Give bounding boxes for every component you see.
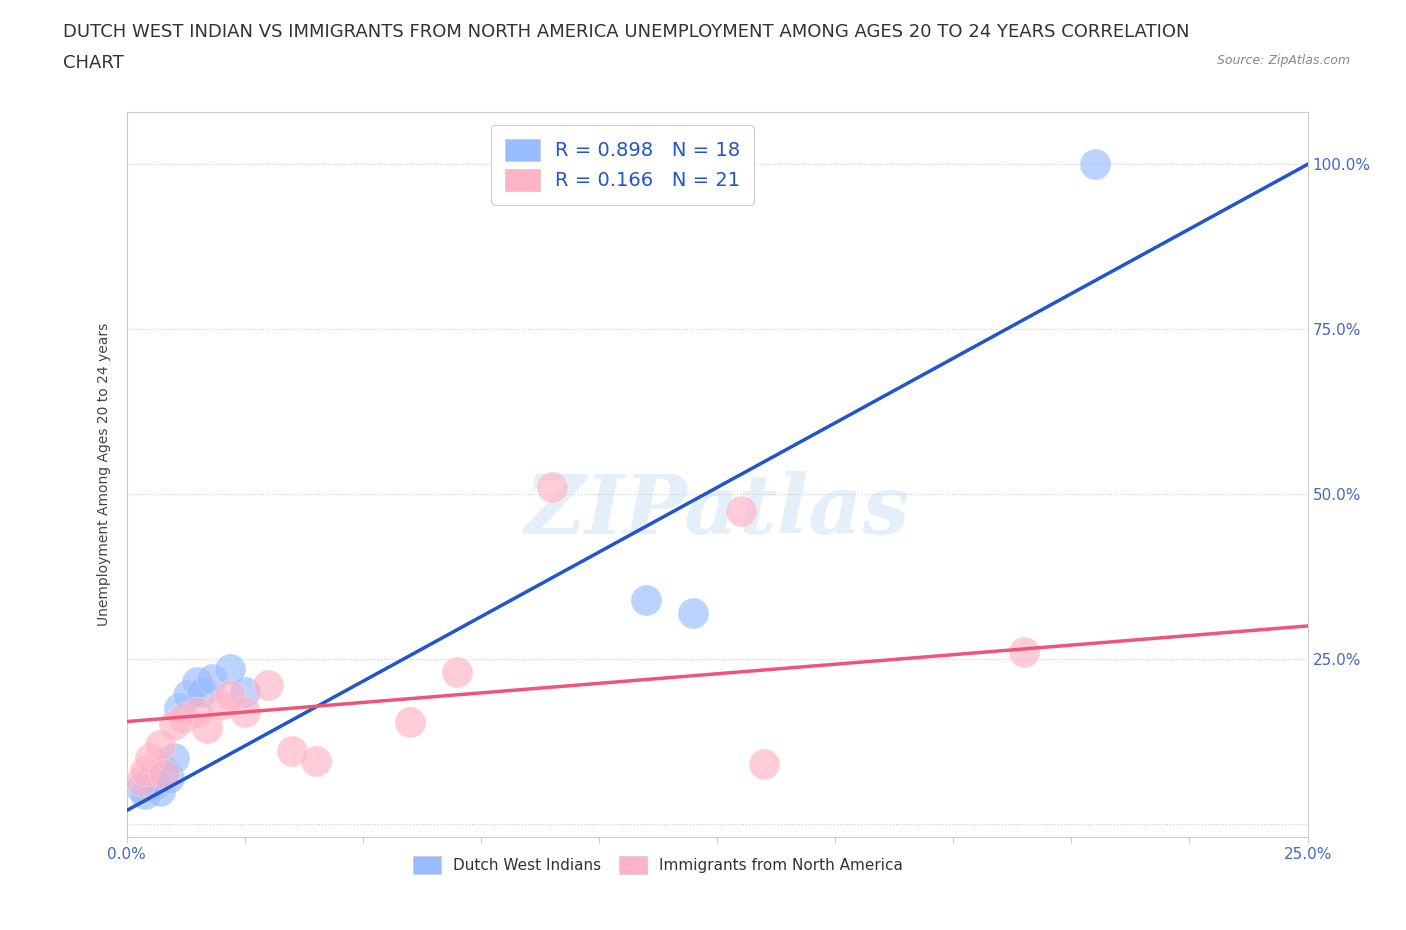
Point — [209, 698, 232, 712]
Point — [219, 661, 242, 676]
Point — [153, 764, 176, 778]
Text: ZIPatlas: ZIPatlas — [524, 471, 910, 551]
Point — [195, 721, 218, 736]
Point — [157, 770, 180, 785]
Point — [139, 774, 162, 789]
Point — [233, 704, 256, 719]
Point — [730, 503, 752, 518]
Point — [754, 757, 776, 772]
Point — [281, 744, 304, 759]
Point — [257, 678, 280, 693]
Point — [682, 605, 704, 620]
Point — [200, 671, 222, 686]
Point — [143, 777, 166, 791]
Point — [172, 711, 194, 725]
Point — [191, 684, 214, 699]
Point — [1012, 644, 1035, 659]
Text: DUTCH WEST INDIAN VS IMMIGRANTS FROM NORTH AMERICA UNEMPLOYMENT AMONG AGES 20 TO: DUTCH WEST INDIAN VS IMMIGRANTS FROM NOR… — [63, 23, 1189, 41]
Point — [219, 688, 242, 703]
Point — [186, 674, 208, 689]
Point — [163, 717, 186, 732]
Point — [134, 764, 156, 778]
Point — [186, 704, 208, 719]
Point — [540, 480, 562, 495]
Point — [304, 753, 326, 768]
Point — [1084, 157, 1107, 172]
Text: Source: ZipAtlas.com: Source: ZipAtlas.com — [1216, 54, 1350, 67]
Point — [153, 767, 176, 782]
Point — [399, 714, 422, 729]
Point — [134, 787, 156, 802]
Text: CHART: CHART — [63, 54, 124, 72]
Point — [167, 701, 190, 716]
Point — [129, 780, 152, 795]
Y-axis label: Unemployment Among Ages 20 to 24 years: Unemployment Among Ages 20 to 24 years — [97, 323, 111, 626]
Point — [149, 783, 172, 798]
Point — [636, 592, 658, 607]
Point — [129, 774, 152, 789]
Legend: Dutch West Indians, Immigrants from North America: Dutch West Indians, Immigrants from Nort… — [406, 850, 910, 880]
Point — [233, 684, 256, 699]
Point — [177, 688, 200, 703]
Point — [139, 751, 162, 765]
Point — [163, 751, 186, 765]
Point — [446, 665, 468, 680]
Point — [149, 737, 172, 752]
